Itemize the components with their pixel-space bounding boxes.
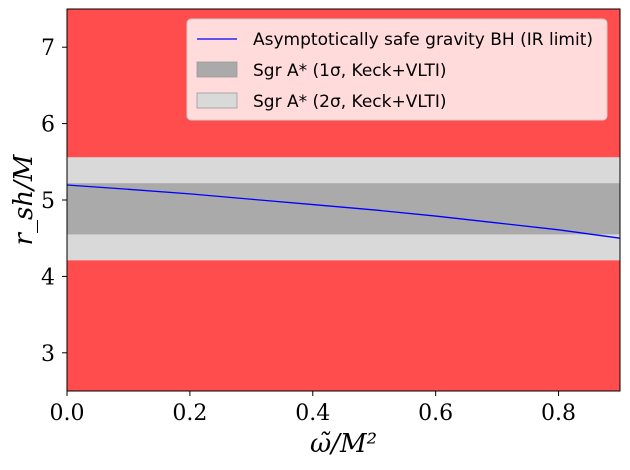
y-tick-label: 3 — [41, 342, 55, 367]
legend-patch-swatch — [196, 61, 238, 78]
x-tick-label: 0.2 — [172, 401, 207, 426]
y-tick-label: 6 — [41, 113, 55, 138]
legend-label: Asymptotically safe gravity BH (IR limit… — [253, 30, 593, 50]
y-tick-label: 4 — [41, 265, 55, 290]
legend-patch-swatch — [196, 92, 238, 109]
y-tick-label: 5 — [41, 189, 55, 214]
ticks-group: 0.0 0.2 0.4 0.6 0.8 3 4 5 6 7 — [41, 36, 576, 426]
series-line-0 — [66, 184, 621, 239]
legend-label: Sgr A* (1σ, Keck+VLTI) — [253, 61, 447, 81]
x-tick-label: 0.8 — [541, 401, 576, 426]
x-tick-label: 0.6 — [418, 401, 453, 426]
legend: Asymptotically safe gravity BH (IR limit… — [186, 18, 608, 121]
legend-label: Sgr A* (2σ, Keck+VLTI) — [253, 92, 447, 112]
x-tick-label: 0.4 — [295, 401, 330, 426]
bands-group — [67, 157, 620, 261]
series-group — [66, 184, 621, 239]
legend-box — [186, 18, 608, 121]
y-axis-label: r_sh/M — [9, 153, 39, 245]
x-tick-label: 0.0 — [50, 401, 85, 426]
x-axis-label: ω̃/M² — [310, 429, 377, 459]
y-tick-label: 7 — [41, 36, 55, 61]
